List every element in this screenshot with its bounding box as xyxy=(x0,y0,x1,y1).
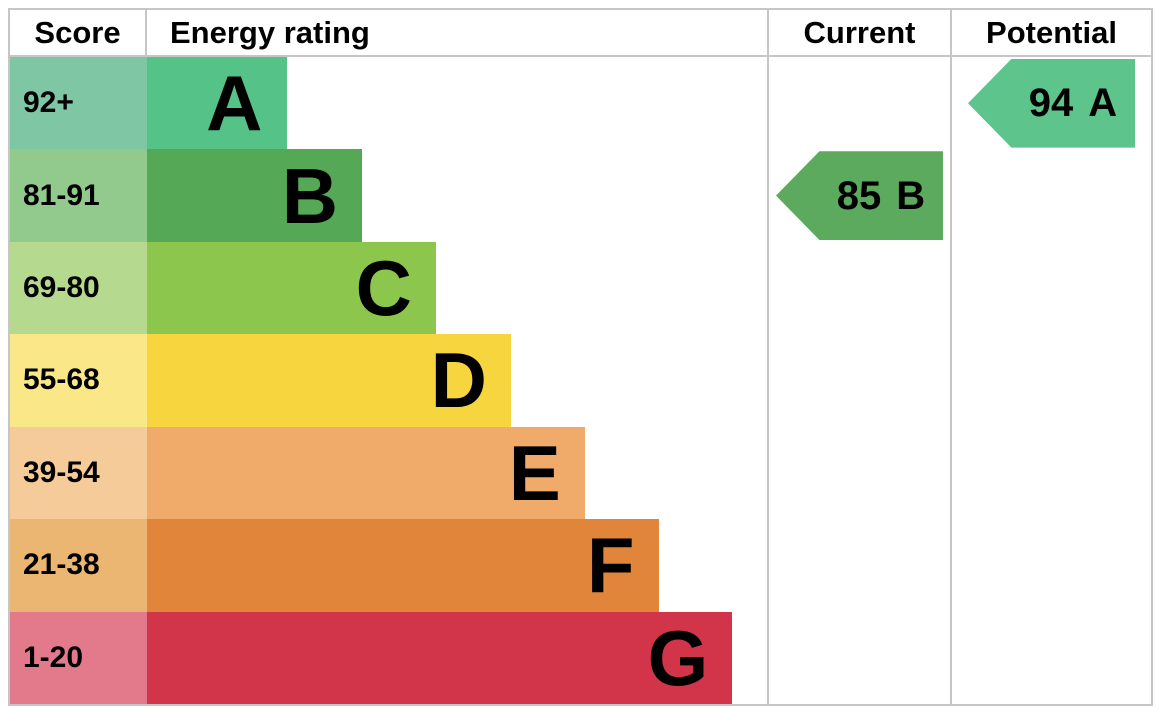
band-row-a: 92+ A 94 A xyxy=(10,57,1151,150)
current-cell-b: 85 B xyxy=(769,149,952,242)
current-rating-letter: B xyxy=(896,173,926,218)
potential-cell-d xyxy=(952,334,1151,426)
score-range-label: 81-91 xyxy=(23,178,100,212)
header-score: Score xyxy=(10,10,147,55)
bands-container: 92+ A 94 A 81-91 B 85 B 69-80 C 55-68 D 39-54 E 21-38 F… xyxy=(10,57,1151,704)
band-letter-d: D xyxy=(430,336,487,425)
band-bar-a: A xyxy=(147,57,287,150)
score-cell-a: 92+ xyxy=(10,57,147,150)
band-letter-c: C xyxy=(355,244,412,333)
rating-cell-c: C xyxy=(147,241,769,335)
rating-cell-f: F xyxy=(147,519,769,612)
band-bar-e: E xyxy=(147,426,585,520)
current-cell-a xyxy=(769,57,952,150)
current-cell-c xyxy=(769,241,952,335)
potential-rating-value: 94 xyxy=(1028,81,1074,126)
current-rating-value: 85 xyxy=(836,173,882,218)
score-cell-f: 21-38 xyxy=(10,519,147,612)
score-cell-e: 39-54 xyxy=(10,426,147,520)
band-row-b: 81-91 B 85 B xyxy=(10,149,1151,242)
band-letter-e: E xyxy=(508,428,561,517)
score-range-label: 92+ xyxy=(23,86,74,120)
band-row-d: 55-68 D xyxy=(10,334,1151,427)
current-cell-d xyxy=(769,334,952,427)
band-letter-b: B xyxy=(281,151,339,240)
band-letter-f: F xyxy=(586,521,635,610)
band-bar-g: G xyxy=(147,611,733,704)
score-range-label: 1-20 xyxy=(23,640,84,674)
header-row: Score Energy rating Current Potential xyxy=(10,10,1151,57)
potential-cell-e xyxy=(952,427,1151,519)
rating-cell-d: D xyxy=(147,334,769,427)
band-row-e: 39-54 E xyxy=(10,426,1151,520)
score-cell-g: 1-20 xyxy=(10,611,147,704)
potential-rating-arrow: 94 A xyxy=(968,58,1135,148)
score-cell-c: 69-80 xyxy=(10,241,147,335)
epc-table: Score Energy rating Current Potential 92… xyxy=(8,8,1153,706)
band-row-f: 21-38 F xyxy=(10,519,1151,612)
band-row-c: 69-80 C xyxy=(10,241,1151,335)
score-cell-b: 81-91 xyxy=(10,149,147,242)
potential-rating-letter: A xyxy=(1088,81,1118,126)
current-cell-f xyxy=(769,519,952,612)
header-energy-rating: Energy rating xyxy=(147,10,769,55)
header-current: Current xyxy=(769,10,952,55)
score-range-label: 69-80 xyxy=(23,271,100,305)
band-row-g: 1-20 G xyxy=(10,611,1151,704)
band-bar-d: D xyxy=(147,334,511,427)
band-bar-c: C xyxy=(147,241,436,335)
score-range-label: 55-68 xyxy=(23,363,100,397)
rating-cell-e: E xyxy=(147,426,769,520)
rating-cell-b: B xyxy=(147,149,769,242)
score-range-label: 39-54 xyxy=(23,455,100,489)
potential-cell-a: 94 A xyxy=(952,57,1151,149)
potential-cell-g xyxy=(952,612,1151,704)
current-cell-e xyxy=(769,426,952,520)
band-bar-b: B xyxy=(147,149,363,242)
score-cell-d: 55-68 xyxy=(10,334,147,427)
potential-cell-f xyxy=(952,519,1151,611)
band-letter-a: A xyxy=(206,59,263,148)
rating-cell-a: A xyxy=(147,57,769,150)
potential-cell-c xyxy=(952,242,1151,334)
header-potential: Potential xyxy=(986,15,1117,50)
rating-cell-g: G xyxy=(147,611,769,704)
score-range-label: 21-38 xyxy=(23,548,100,582)
current-rating-arrow: 85 B xyxy=(776,151,943,240)
band-letter-g: G xyxy=(647,613,709,702)
potential-cell-b xyxy=(952,149,1151,241)
current-cell-g xyxy=(769,611,952,704)
band-bar-f: F xyxy=(147,519,659,612)
